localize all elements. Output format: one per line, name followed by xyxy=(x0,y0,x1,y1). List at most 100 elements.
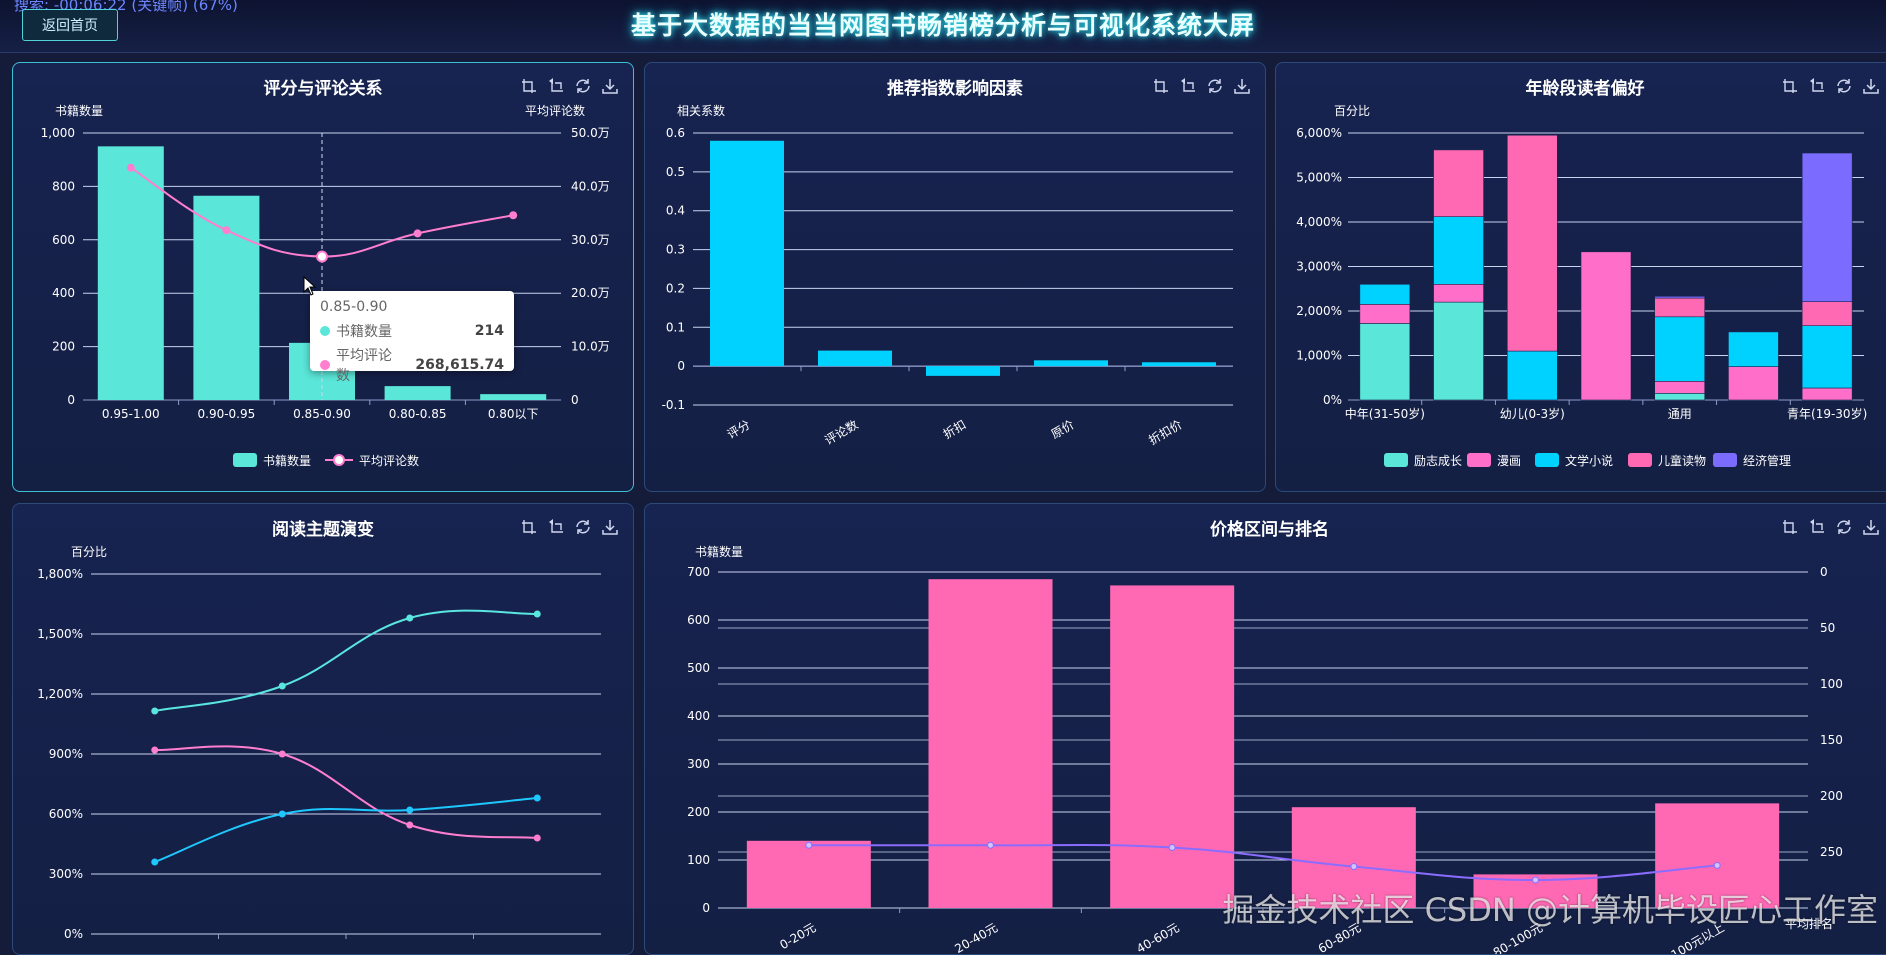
bar xyxy=(1034,360,1108,367)
restore-icon[interactable] xyxy=(1835,77,1853,95)
zoom-icon[interactable] xyxy=(1781,77,1799,95)
tooltip-row: 平均评论数 268,615.74 xyxy=(320,345,504,385)
y-tick-label: 0 xyxy=(677,359,685,373)
bar-segment xyxy=(1654,297,1706,318)
restore-icon[interactable] xyxy=(574,77,592,95)
y-tick-label: 3,000% xyxy=(1296,260,1342,274)
x-tick-label: 0.85-0.90 xyxy=(293,407,351,421)
bar-segment xyxy=(1801,387,1853,401)
save-image-icon[interactable] xyxy=(601,518,619,536)
restore-icon[interactable] xyxy=(1206,77,1224,95)
line-point xyxy=(278,682,286,690)
legend-swatch xyxy=(233,453,257,467)
y-tick-label: 0.2 xyxy=(666,281,685,295)
mouse-cursor-icon xyxy=(303,276,317,296)
bar xyxy=(746,840,871,908)
y2-axis-label: 平均排名 xyxy=(1785,916,1833,931)
zoom-icon[interactable] xyxy=(520,77,538,95)
chart-title: 评分与评论关系 xyxy=(263,79,383,99)
y-tick-label: 0.3 xyxy=(666,243,685,257)
zoom-reset-icon[interactable] xyxy=(547,518,565,536)
back-home-button[interactable]: 返回首页 xyxy=(22,9,118,41)
x-tick-label: 0.95-1.00 xyxy=(102,407,160,421)
page-title: 基于大数据的当当网图书畅销榜分析与可视化系统大屏 xyxy=(630,11,1255,40)
y-tick-label: 0% xyxy=(1323,393,1342,407)
bar xyxy=(1291,807,1416,908)
bar xyxy=(928,579,1053,908)
watermark-author: CSDN @计算机毕设匠心工作室 xyxy=(1424,891,1878,929)
save-image-icon[interactable] xyxy=(601,77,619,95)
chart-age-preference: 百分比 0% 1,000% 2,000% 3,000% 4,000% 5,000% 6,000… xyxy=(1296,104,1867,468)
zoom-icon[interactable] xyxy=(1781,518,1799,536)
x-tick-label: 0-20元 xyxy=(777,920,818,952)
line-point xyxy=(533,610,541,618)
zoom-icon[interactable] xyxy=(520,518,538,536)
y2-tick-label: 40.0万 xyxy=(571,179,610,193)
legend-marker xyxy=(333,454,345,466)
bar xyxy=(480,394,547,400)
save-image-icon[interactable] xyxy=(1862,518,1880,536)
zoom-reset-icon[interactable] xyxy=(547,77,565,95)
tooltip-row: 书籍数量 214 xyxy=(320,321,504,341)
line-point xyxy=(151,858,159,866)
y-tick-label: 4,000% xyxy=(1296,215,1342,229)
bar-segment xyxy=(1654,296,1706,299)
line-point xyxy=(509,211,518,220)
bar-segment xyxy=(1580,251,1632,401)
y-tick-label: 600 xyxy=(52,233,75,247)
zoom-reset-icon[interactable] xyxy=(1808,518,1826,536)
panel-theme-evolution: 阅读主题演变 百分比 0% 300% 600% 900% 1,200% 1,500% 1,80… xyxy=(12,503,634,955)
x-tick-label: 折扣价 xyxy=(1146,417,1185,448)
line-point xyxy=(533,794,541,802)
tooltip-series-name: 书籍数量 xyxy=(336,324,392,340)
y2-tick-label: 0 xyxy=(1820,565,1828,579)
bar-segment xyxy=(1433,284,1484,303)
bar xyxy=(384,386,451,400)
bar-segment xyxy=(1801,152,1853,302)
bar-segment xyxy=(1728,331,1779,367)
y-tick-label: -0.1 xyxy=(662,398,685,412)
line-point xyxy=(1713,861,1721,869)
chart-toolbox xyxy=(520,77,619,95)
zoom-icon[interactable] xyxy=(1152,77,1170,95)
zoom-reset-icon[interactable] xyxy=(1179,77,1197,95)
line-point xyxy=(987,841,994,849)
y2-tick-label: 10.0万 xyxy=(571,340,610,354)
y-tick-label: 0% xyxy=(64,927,83,941)
x-tick-label: 0.80-0.85 xyxy=(389,407,447,421)
chart-legend: 励志成长 漫画 文学小说 儿童读物 经济管理 xyxy=(1384,453,1791,468)
save-image-icon[interactable] xyxy=(1233,77,1251,95)
chart-theme-evolution: 百分比 0% 300% 600% 900% 1,200% 1,500% 1,800% xyxy=(37,545,601,941)
restore-icon[interactable] xyxy=(1835,518,1853,536)
header-bar xyxy=(0,0,1886,53)
legend-swatch xyxy=(1535,453,1559,467)
line-point xyxy=(1532,876,1539,884)
y-tick-label: 100 xyxy=(687,853,710,867)
line-point xyxy=(126,163,135,172)
x-tick-label: 幼儿(0-3岁) xyxy=(1500,406,1565,421)
series-line xyxy=(154,609,538,712)
zoom-reset-icon[interactable] xyxy=(1808,77,1826,95)
y-tick-label: 500 xyxy=(687,661,710,675)
y2-tick-label: 30.0万 xyxy=(571,233,610,247)
x-tick-label: 0.80以下 xyxy=(488,407,539,421)
series-dot xyxy=(320,326,330,336)
y-tick-label: 200 xyxy=(52,340,75,354)
series-line xyxy=(154,797,538,863)
save-image-icon[interactable] xyxy=(1862,77,1880,95)
y-tick-label: 400 xyxy=(687,709,710,723)
y2-tick-label: 200 xyxy=(1820,789,1843,803)
x-tick-label: 评分 xyxy=(725,417,753,441)
bar-segment xyxy=(1433,216,1484,285)
y2-tick-label: 100 xyxy=(1820,677,1843,691)
series-line xyxy=(808,843,1718,882)
tooltip-title: 0.85-0.90 xyxy=(320,299,388,315)
line-point xyxy=(278,750,286,758)
legend-label: 书籍数量 xyxy=(263,453,311,468)
line-point xyxy=(413,229,422,238)
restore-icon[interactable] xyxy=(574,518,592,536)
line-point xyxy=(1350,863,1358,871)
bar-segment xyxy=(1433,301,1484,401)
chart-recommend-factors: 相关系数 -0.1 0 0.1 0.2 0.3 0.4 0.5 0.6 评分 评论数 折扣 原价 折扣价 xyxy=(662,103,1233,448)
x-tick-label: 折扣 xyxy=(940,417,968,442)
